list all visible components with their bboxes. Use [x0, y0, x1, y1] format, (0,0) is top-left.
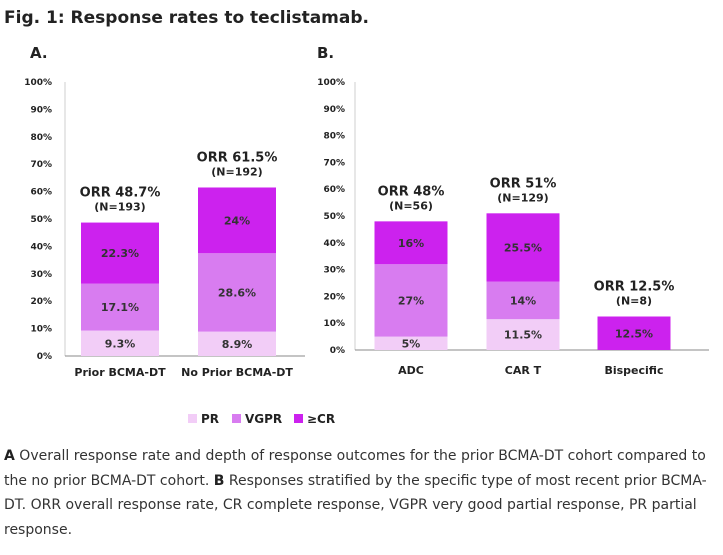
data-label: 17.1%: [101, 301, 139, 314]
caption-text-b: Responses stratified by the specific typ…: [4, 472, 707, 538]
bar-segment-vgpr: [374, 264, 448, 337]
bar-segment-ge-cr: [81, 222, 159, 284]
y-tick-label: 90%: [30, 105, 52, 115]
x-category-label: Bispecific: [604, 364, 663, 377]
y-tick-label: 50%: [323, 212, 345, 222]
legend-swatch: [294, 414, 303, 423]
data-label: 11.5%: [504, 329, 542, 342]
n-annotation: (N=193): [94, 201, 145, 214]
figure-title: Fig. 1: Response rates to teclistamab.: [4, 8, 369, 28]
figure-caption: A Overall response rate and depth of res…: [4, 444, 716, 542]
y-tick-label: 70%: [323, 158, 345, 168]
bar-segment-pr: [198, 331, 276, 356]
legend-label: VGPR: [245, 412, 282, 426]
y-tick-label: 20%: [30, 297, 52, 307]
data-label: 14%: [510, 294, 536, 307]
n-annotation: (N=192): [211, 165, 262, 178]
data-label: 5%: [402, 337, 421, 350]
n-annotation: (N=129): [497, 191, 548, 204]
y-tick-label: 0%: [330, 346, 345, 356]
y-tick-label: 70%: [30, 160, 52, 170]
data-label: 8.9%: [222, 338, 253, 351]
orr-annotation: ORR 48.7%: [80, 186, 161, 201]
y-tick-label: 100%: [317, 78, 345, 88]
panel-title: A.: [30, 44, 48, 62]
orr-annotation: ORR 51%: [490, 176, 557, 191]
y-tick-label: 40%: [30, 242, 52, 252]
bar-segment-ge-cr: [374, 221, 448, 265]
data-label: 24%: [224, 214, 250, 227]
legend-swatch: [232, 414, 241, 423]
x-category-label: ADC: [398, 364, 424, 377]
bar-segment-vgpr: [486, 281, 560, 320]
x-category-label: CAR T: [505, 364, 542, 377]
legend-swatch: [188, 414, 197, 423]
y-tick-label: 90%: [323, 105, 345, 115]
panel-title: B.: [317, 44, 334, 62]
y-tick-label: 50%: [30, 215, 52, 225]
y-tick-label: 30%: [30, 270, 52, 280]
y-tick-label: 40%: [323, 239, 345, 249]
bar-segment-pr: [486, 319, 560, 350]
n-annotation: (N=8): [616, 295, 652, 308]
bar-segment-ge-cr: [486, 213, 560, 282]
legend-label: ≥CR: [307, 412, 335, 426]
caption-label-b: B: [213, 472, 225, 489]
data-label: 28.6%: [218, 286, 256, 299]
response-rate-chart: A. 0% 10% 20% 30% 40% 50% 60% 70% 80% 90% 100% 9.3% 1…: [24, 44, 709, 426]
y-tick-label: 80%: [323, 132, 345, 142]
caption-text-a: Overall response rate and depth of respo…: [4, 448, 706, 489]
legend-label: PR: [201, 412, 219, 426]
caption-label-a: A: [4, 448, 15, 464]
y-tick-label: 20%: [323, 292, 345, 302]
y-tick-label: 0%: [37, 352, 52, 362]
y-tick-label: 60%: [30, 188, 52, 198]
x-category-label: No Prior BCMA-DT: [181, 366, 293, 379]
bar-segment-pr: [81, 330, 159, 356]
data-label: 25.5%: [504, 241, 542, 254]
x-category-label: Prior BCMA-DT: [74, 366, 166, 379]
data-label: 16%: [398, 237, 424, 250]
bar-segment-vgpr: [198, 253, 276, 332]
bar-segment-ge-cr: [597, 316, 671, 350]
orr-annotation: ORR 61.5%: [197, 150, 278, 165]
orr-annotation: ORR 48%: [378, 184, 445, 199]
data-label: 12.5%: [615, 327, 653, 340]
y-tick-label: 80%: [30, 133, 52, 143]
bar-segment-vgpr: [81, 283, 159, 331]
y-tick-label: 30%: [323, 266, 345, 276]
y-tick-label: 60%: [323, 185, 345, 195]
orr-annotation: ORR 12.5%: [594, 280, 675, 295]
data-label: 22.3%: [101, 247, 139, 260]
y-tick-label: 10%: [30, 325, 52, 335]
bar-segment-ge-cr: [198, 187, 276, 254]
y-tick-label: 10%: [323, 319, 345, 329]
bar-segment-pr: [374, 336, 448, 350]
n-annotation: (N=56): [389, 199, 433, 212]
y-tick-label: 100%: [24, 78, 52, 88]
data-label: 27%: [398, 294, 424, 307]
data-label: 9.3%: [105, 337, 136, 350]
